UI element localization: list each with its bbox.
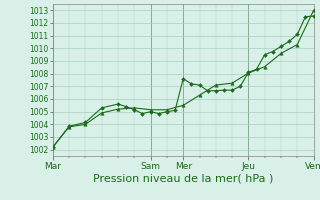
X-axis label: Pression niveau de la mer( hPa ): Pression niveau de la mer( hPa ) xyxy=(93,173,273,183)
